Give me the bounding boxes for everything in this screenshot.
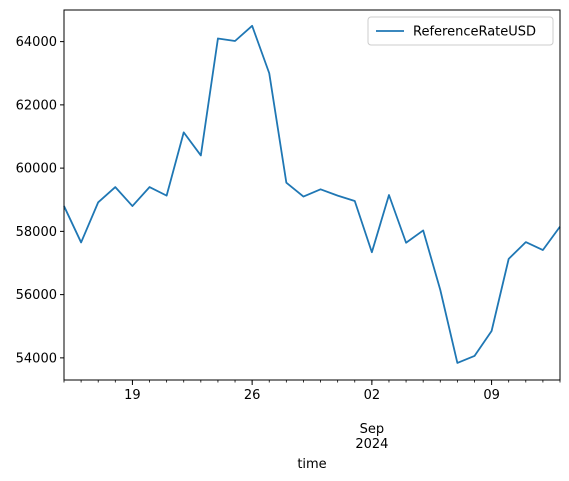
y-tick-label: 56000 — [16, 288, 57, 303]
x-month-label: Sep — [360, 422, 385, 437]
series-line-0 — [63, 24, 561, 364]
x-year-label: 2024 — [355, 437, 388, 452]
y-tick-label: 62000 — [16, 98, 57, 113]
y-tick-label: 60000 — [16, 162, 57, 177]
y-tick-label: 54000 — [16, 351, 57, 366]
y-axis: 54000 56000 58000 60000 62000 64000 — [16, 35, 64, 366]
x-tick-label: 26 — [244, 388, 261, 403]
x-tick-label: 19 — [124, 388, 141, 403]
legend-entry: ReferenceRateUSD — [413, 25, 536, 40]
legend-box — [367, 16, 554, 46]
x-axis: 19 26 02 09 — [63, 380, 561, 403]
y-tick-label: 64000 — [16, 35, 57, 50]
x-tick-label: 02 — [364, 388, 381, 403]
y-tick-label: 58000 — [16, 225, 57, 240]
x-axis-label: time — [297, 457, 326, 472]
plot-frame — [63, 9, 561, 381]
plot-area — [63, 24, 561, 364]
legend: ReferenceRateUSD — [367, 16, 554, 46]
x-tick-label: 09 — [483, 388, 500, 403]
